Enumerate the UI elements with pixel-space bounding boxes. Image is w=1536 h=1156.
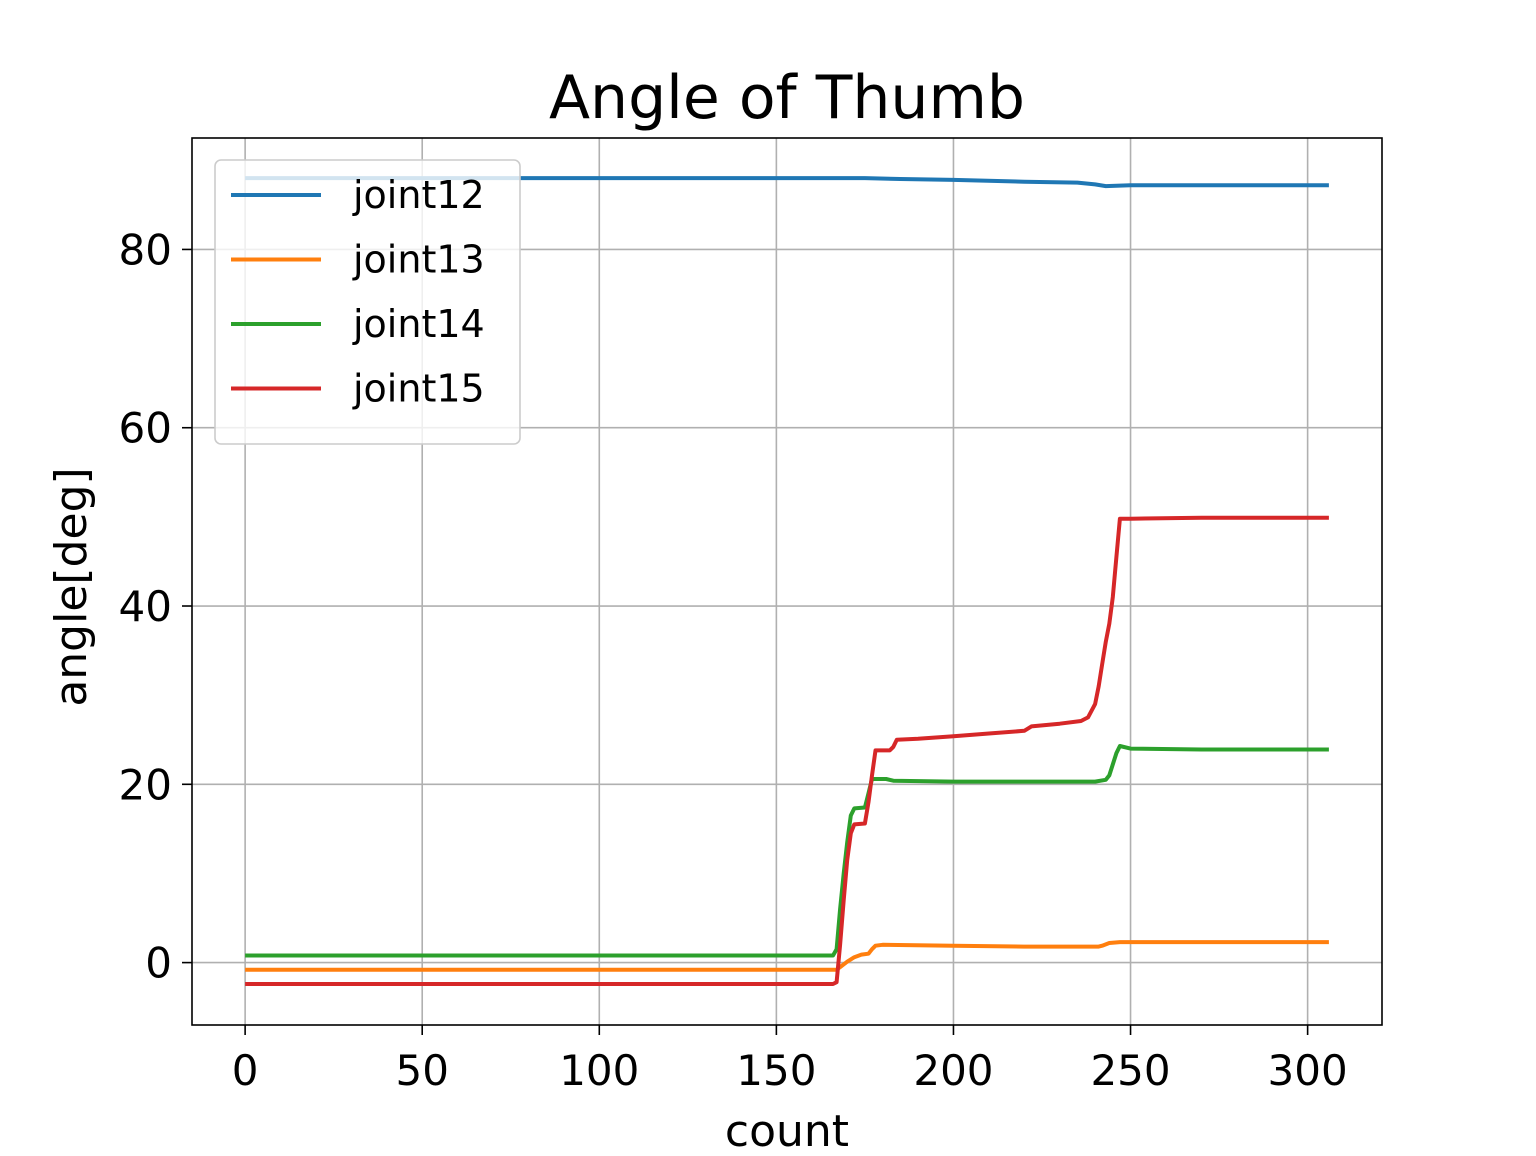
y-tick-label: 20: [119, 760, 172, 809]
y-tick-label: 40: [119, 582, 172, 631]
series-line-joint12: [245, 176, 1329, 189]
x-tick-label: 50: [395, 1046, 448, 1095]
chart-title: Angle of Thumb: [549, 63, 1025, 133]
legend: joint12 joint13 joint14 joint15: [214, 159, 521, 445]
series-line-joint14: [245, 744, 1329, 958]
x-tick-label: 100: [559, 1046, 639, 1095]
x-axis-label: count: [725, 1106, 849, 1152]
axis-ticks: 0 50 100 150 200 250 300 0 20 40 60 80: [119, 225, 1348, 1095]
x-tick-label: 250: [1090, 1046, 1170, 1095]
series-line-joint13: [245, 940, 1329, 972]
y-tick-label: 0: [145, 939, 172, 988]
series-lines: [245, 176, 1329, 986]
x-tick-label: 150: [736, 1046, 816, 1095]
y-tick-label: 60: [119, 404, 172, 453]
legend-label-joint14: joint14: [352, 302, 485, 346]
legend-label-joint12: joint12: [352, 173, 485, 217]
legend-label-joint15: joint15: [352, 367, 485, 411]
legend-label-joint13: joint13: [352, 238, 485, 282]
x-tick-label: 200: [913, 1046, 993, 1095]
y-tick-label: 80: [119, 225, 172, 274]
series-line-joint15: [245, 515, 1329, 986]
legend-box: [214, 159, 521, 445]
y-axis-label: angle[deg]: [46, 467, 97, 706]
plot-frame: [191, 137, 1383, 1026]
grid: [192, 138, 1382, 1025]
x-tick-label: 300: [1268, 1046, 1348, 1095]
x-tick-label: 0: [232, 1046, 259, 1095]
